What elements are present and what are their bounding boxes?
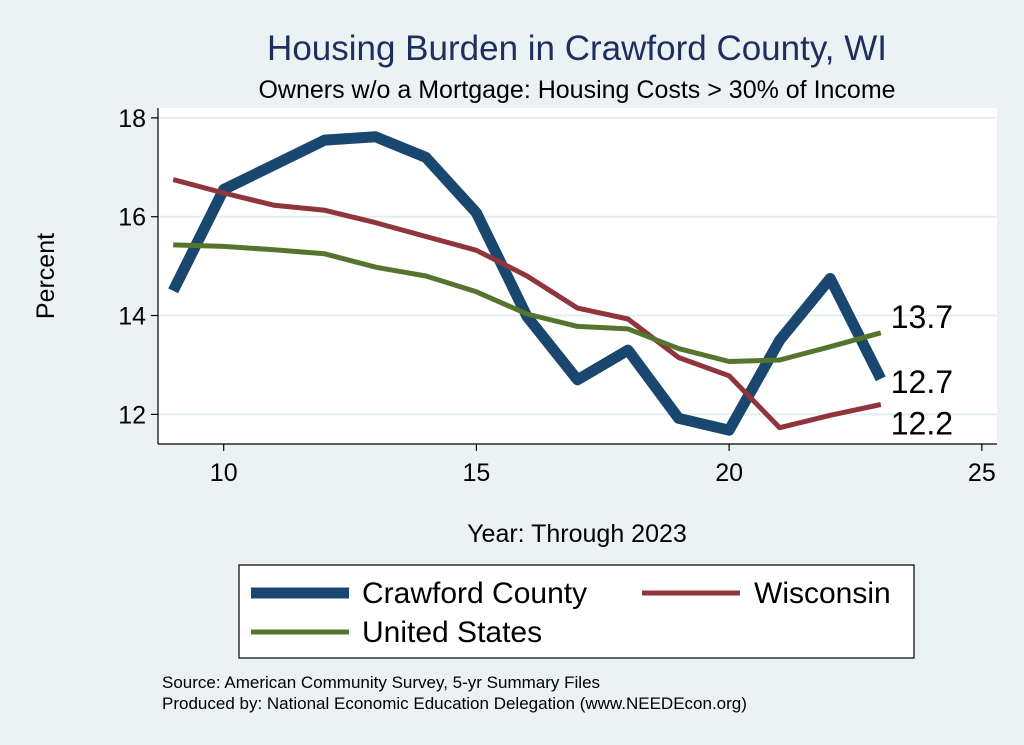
x-tick-label-20: 20 — [715, 459, 743, 487]
series-lines — [168, 131, 886, 436]
end-label-united-states: 13.7 — [891, 299, 953, 335]
legend-label-us: United States — [362, 616, 542, 649]
x-tick-label-25: 25 — [968, 459, 996, 487]
y-axis-title: Percent — [32, 233, 60, 319]
y-tick-label-14: 14 — [118, 303, 146, 331]
plot-area — [158, 108, 997, 444]
x-tick-label-15: 15 — [463, 459, 491, 487]
legend-label-crawford: Crawford County — [362, 577, 587, 610]
producer-note: Produced by: National Economic Education… — [162, 694, 747, 713]
y-tick-label-16: 16 — [118, 204, 146, 232]
grid-lines — [158, 116, 997, 416]
chart-subtitle: Owners w/o a Mortgage: Housing Costs > 3… — [258, 76, 895, 104]
series-line-united-states — [173, 242, 882, 364]
y-tick-label-12: 12 — [118, 401, 146, 429]
end-label-crawford-county: 12.7 — [891, 364, 953, 400]
series-line-wisconsin — [172, 177, 882, 431]
x-tick-label-10: 10 — [210, 459, 238, 487]
legend-box — [238, 564, 915, 659]
x-axis-title: Year: Through 2023 — [467, 520, 687, 548]
y-tick-label-18: 18 — [118, 105, 146, 133]
end-label-wisconsin: 12.2 — [891, 405, 953, 441]
legend: Crawford County Wisconsin United States — [238, 564, 915, 659]
chart-title: Housing Burden in Crawford County, WI — [267, 29, 887, 68]
end-labels: 12.7 12.2 13.7 — [891, 299, 953, 442]
axes: 12 14 16 18 10 15 20 25 — [118, 105, 997, 487]
legend-label-wisconsin: Wisconsin — [754, 577, 891, 610]
source-note: Source: American Community Survey, 5-yr … — [162, 673, 600, 692]
